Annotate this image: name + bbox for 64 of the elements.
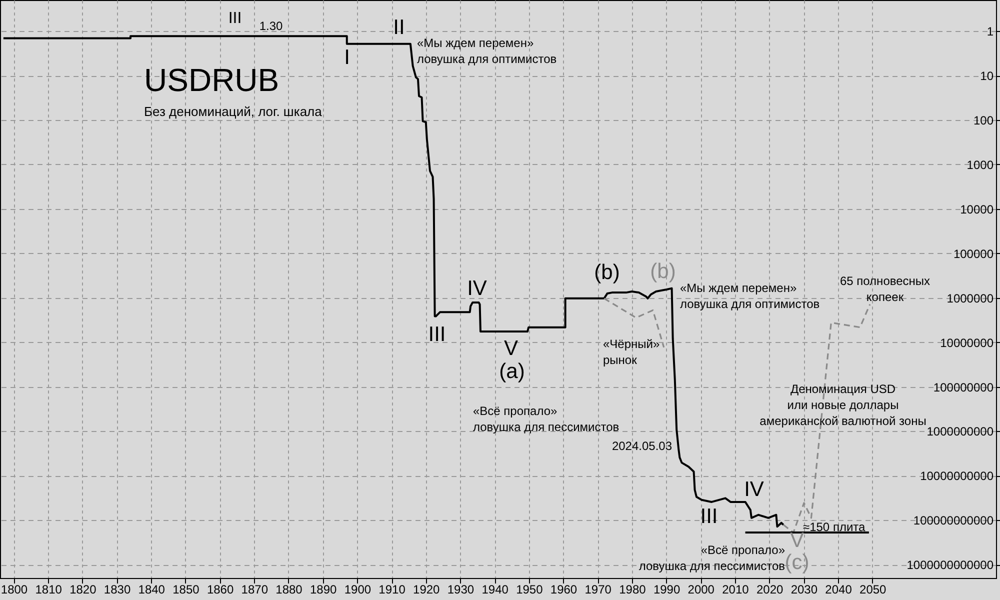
- y-tick-label: 10000000000: [920, 469, 994, 484]
- x-tick-label: 1860: [206, 582, 234, 596]
- annotation: ≈150 плита: [803, 520, 866, 534]
- x-tick-label: 1820: [70, 582, 97, 596]
- annotation: IV: [744, 478, 764, 501]
- y-tick-label: 1: [986, 24, 994, 39]
- x-tick-label: 2050: [860, 582, 887, 596]
- x-tick-label: 1950: [516, 582, 544, 596]
- x-tick-label: 1910: [378, 582, 406, 596]
- x-tick-label: 1800: [0, 582, 28, 596]
- y-tick-label: 1000: [966, 158, 994, 172]
- annotation: III: [428, 323, 446, 346]
- y-tick-label: 100000000000: [913, 514, 994, 528]
- annotation: «Мы ждем перемен» ловушка для оптимистов: [417, 36, 557, 66]
- annotation: 65 полновесных копеек: [840, 274, 930, 304]
- x-tick-label: 2030: [790, 582, 818, 596]
- annotation: (b): [594, 261, 620, 284]
- x-tick-label: 1880: [276, 582, 303, 596]
- x-tick-label: 1920: [413, 582, 440, 596]
- annotation: (a): [499, 360, 525, 383]
- annotation: «Чёрный» рынок: [603, 337, 660, 367]
- x-tick-label: 1900: [344, 582, 372, 596]
- text: USDRUB: [144, 62, 280, 98]
- x-tick-label: 1830: [104, 582, 131, 596]
- x-tick-label: 1970: [584, 582, 612, 596]
- annotation: III: [700, 505, 718, 528]
- annotation: I: [344, 46, 350, 69]
- line-series: [603, 298, 665, 348]
- x-tick-label: 1990: [653, 582, 680, 596]
- y-tick-label: 100000000: [933, 380, 994, 394]
- text: Без деноминаций, лог. шкала: [144, 104, 323, 119]
- y-tick-label: 100000: [953, 246, 994, 261]
- annotation: V: [504, 337, 518, 360]
- x-tick-label: 2010: [722, 582, 750, 596]
- annotation: «Мы ждем перемен» ловушка для оптимистов: [680, 281, 820, 311]
- x-tick-label: 1890: [310, 582, 338, 596]
- annotation: II: [393, 16, 405, 39]
- x-tick-label: 2000: [688, 582, 715, 596]
- x-tick-label: 1850: [172, 582, 200, 596]
- annotation: «Всё пропало» ловушка для пессимистов: [473, 404, 620, 434]
- annotation: «Всё пропало» ловушка для пессимистов: [638, 543, 786, 573]
- y-tick-label: 10000000: [940, 336, 994, 350]
- x-tick-label: 1940: [482, 582, 509, 596]
- annotation: 1.30: [259, 19, 283, 33]
- annotation: (b): [650, 260, 676, 283]
- y-tick-label: 1000000000000: [906, 558, 994, 572]
- x-tick-label: 1870: [241, 582, 268, 596]
- x-tick-label: 1980: [619, 582, 646, 596]
- x-tick-label: 2040: [825, 582, 852, 596]
- annotation: III: [228, 10, 242, 27]
- x-tick-label: 2020: [756, 582, 784, 596]
- y-tick-label: 1000000000: [926, 424, 994, 439]
- x-tick-label: 1960: [550, 582, 578, 596]
- annotation: Деноминация USD или новые доллары американской валютной зоны: [760, 382, 926, 428]
- annotation: 2024.05.03: [612, 439, 672, 453]
- annotation: IV: [467, 277, 487, 300]
- x-tick-label: 1930: [447, 582, 474, 596]
- y-tick-label: 10000: [960, 202, 994, 216]
- y-tick-label: 100: [973, 114, 994, 128]
- x-tick-label: 1840: [138, 582, 166, 596]
- x-tick-label: 1810: [35, 582, 62, 596]
- annotation: V: [790, 529, 804, 552]
- y-tick-label: 10: [980, 69, 994, 84]
- y-tick-label: 1000000: [946, 291, 994, 306]
